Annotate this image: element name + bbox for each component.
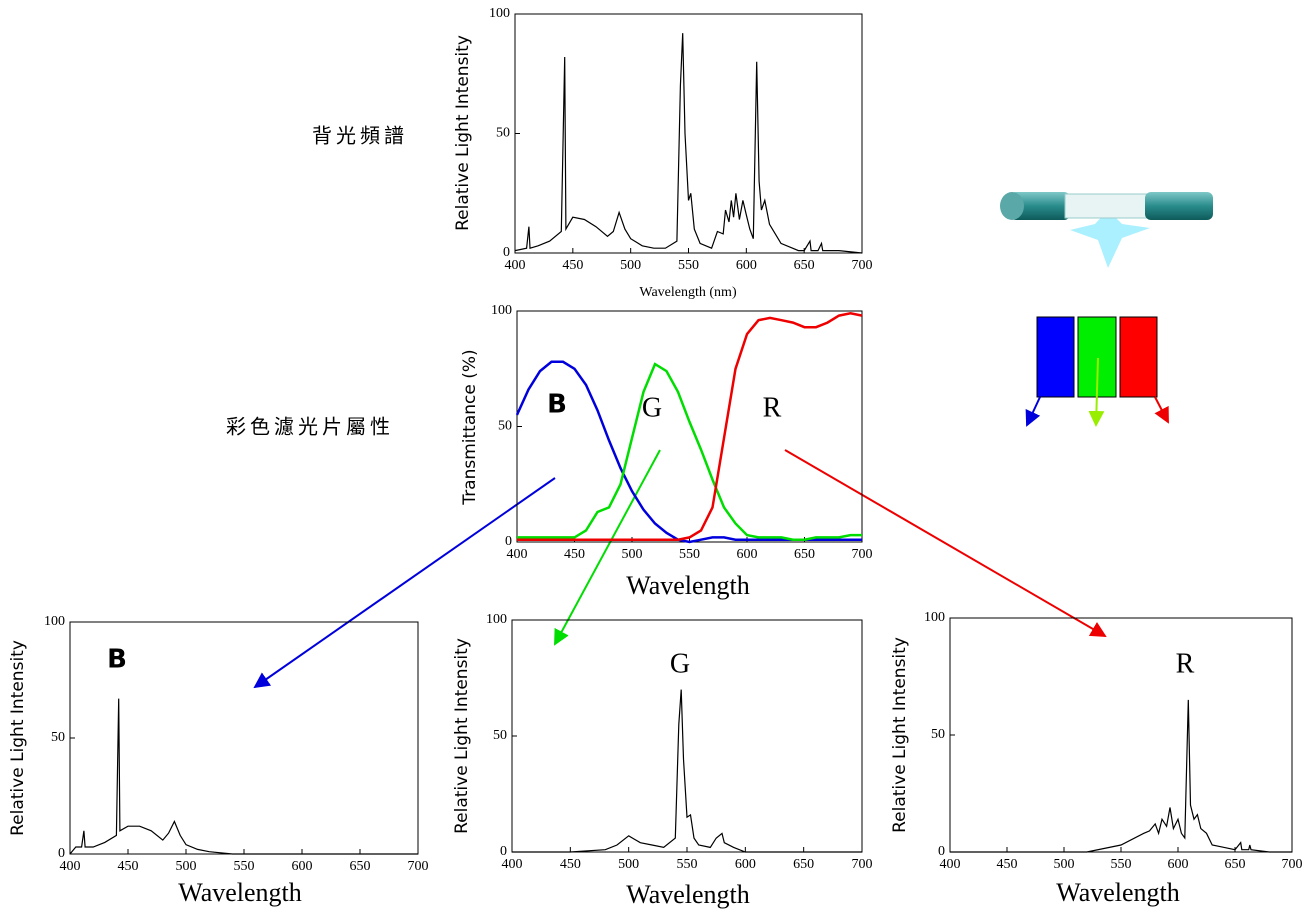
x-axis-label: Wavelength [1056, 878, 1180, 907]
line-series [70, 699, 418, 854]
x-axis-label: Wavelength [626, 571, 750, 600]
x-tick-label: 450 [560, 857, 581, 872]
x-tick-label: 600 [737, 547, 758, 562]
y-tick-label: 50 [493, 728, 507, 743]
x-tick-label: 500 [620, 258, 641, 273]
x-tick-label: 650 [794, 258, 815, 273]
annotation: B [107, 645, 127, 675]
x-axis-label: Wavelength [178, 878, 302, 907]
x-tick-label: 600 [292, 859, 313, 874]
side-title: 彩色濾光片屬性 [226, 415, 394, 439]
line-series [512, 690, 862, 852]
line-series [515, 33, 862, 253]
x-tick-label: 550 [679, 547, 700, 562]
y-axis-label: Relative Light Intensity [452, 638, 472, 834]
x-tick-label: 550 [677, 857, 698, 872]
y-axis-label: Relative Light Intensity [890, 637, 910, 833]
x-tick-label: 550 [678, 258, 699, 273]
y-tick-label: 50 [496, 126, 510, 141]
y-tick-label: 50 [931, 727, 945, 742]
x-tick-label: 450 [562, 258, 583, 273]
annotation: G [670, 648, 690, 679]
y-tick-label: 0 [500, 844, 507, 859]
y-tick-label: 50 [51, 730, 65, 745]
y-tick-label: 100 [491, 303, 512, 318]
filter-icon [1027, 317, 1168, 425]
series-label: R [763, 392, 782, 423]
x-tick-label: 400 [60, 859, 81, 874]
y-tick-label: 0 [58, 846, 65, 861]
arrow [255, 478, 555, 687]
y-axis-label: Transmittance (%) [460, 349, 480, 505]
y-tick-label: 0 [938, 844, 945, 859]
x-tick-label: 650 [793, 857, 814, 872]
y-tick-label: 100 [44, 614, 65, 629]
plot-frame [515, 14, 862, 253]
plot-frame [950, 618, 1292, 852]
x-tick-label: 600 [1168, 857, 1189, 872]
x-tick-label: 500 [618, 857, 639, 872]
lamp-icon [1000, 192, 1213, 268]
x-axis-label: Wavelength [626, 880, 750, 909]
arrow [785, 450, 1105, 636]
y-tick-label: 100 [924, 610, 945, 625]
x-tick-label: 700 [1282, 857, 1303, 872]
line-series [517, 362, 862, 542]
y-axis-label: Relative Light Intensity [8, 640, 28, 836]
x-tick-label: 650 [1225, 857, 1246, 872]
line-series [517, 313, 862, 539]
x-tick-label: 450 [997, 857, 1018, 872]
plot-frame [517, 311, 862, 542]
line-series [517, 364, 862, 540]
side-title: 背光頻譜 [312, 124, 408, 148]
x-tick-label: 600 [736, 258, 757, 273]
series-label: G [642, 392, 662, 423]
x-tick-label: 700 [408, 859, 429, 874]
x-tick-label: 550 [1111, 857, 1132, 872]
y-tick-label: 100 [486, 612, 507, 627]
x-tick-label: 700 [852, 258, 873, 273]
x-tick-label: 400 [502, 857, 523, 872]
x-tick-label: 500 [176, 859, 197, 874]
x-tick-label: 650 [794, 547, 815, 562]
x-tick-label: 550 [234, 859, 255, 874]
series-label: B [547, 390, 567, 420]
annotation: R [1176, 648, 1195, 679]
x-tick-label: 450 [564, 547, 585, 562]
y-tick-label: 0 [503, 245, 510, 260]
y-tick-label: 0 [505, 534, 512, 549]
x-tick-label: 400 [940, 857, 961, 872]
x-tick-label: 600 [735, 857, 756, 872]
x-tick-label: 500 [1054, 857, 1075, 872]
x-tick-label: 650 [350, 859, 371, 874]
x-tick-label: 400 [505, 258, 526, 273]
x-tick-label: 500 [622, 547, 643, 562]
page: 400450500550600650700050100背光頻譜Wavelengt… [0, 0, 1311, 920]
x-tick-label: 700 [852, 857, 873, 872]
x-tick-label: 400 [507, 547, 528, 562]
x-tick-label: 700 [852, 547, 873, 562]
x-axis-label: Wavelength (nm) [639, 285, 737, 300]
x-tick-label: 450 [118, 859, 139, 874]
line-series [950, 700, 1292, 852]
y-tick-label: 50 [498, 419, 512, 434]
y-axis-label: Relative Light Intensity [453, 35, 473, 231]
figure: 400450500550600650700050100背光頻譜Wavelengt… [0, 0, 1311, 920]
y-tick-label: 100 [489, 6, 510, 21]
